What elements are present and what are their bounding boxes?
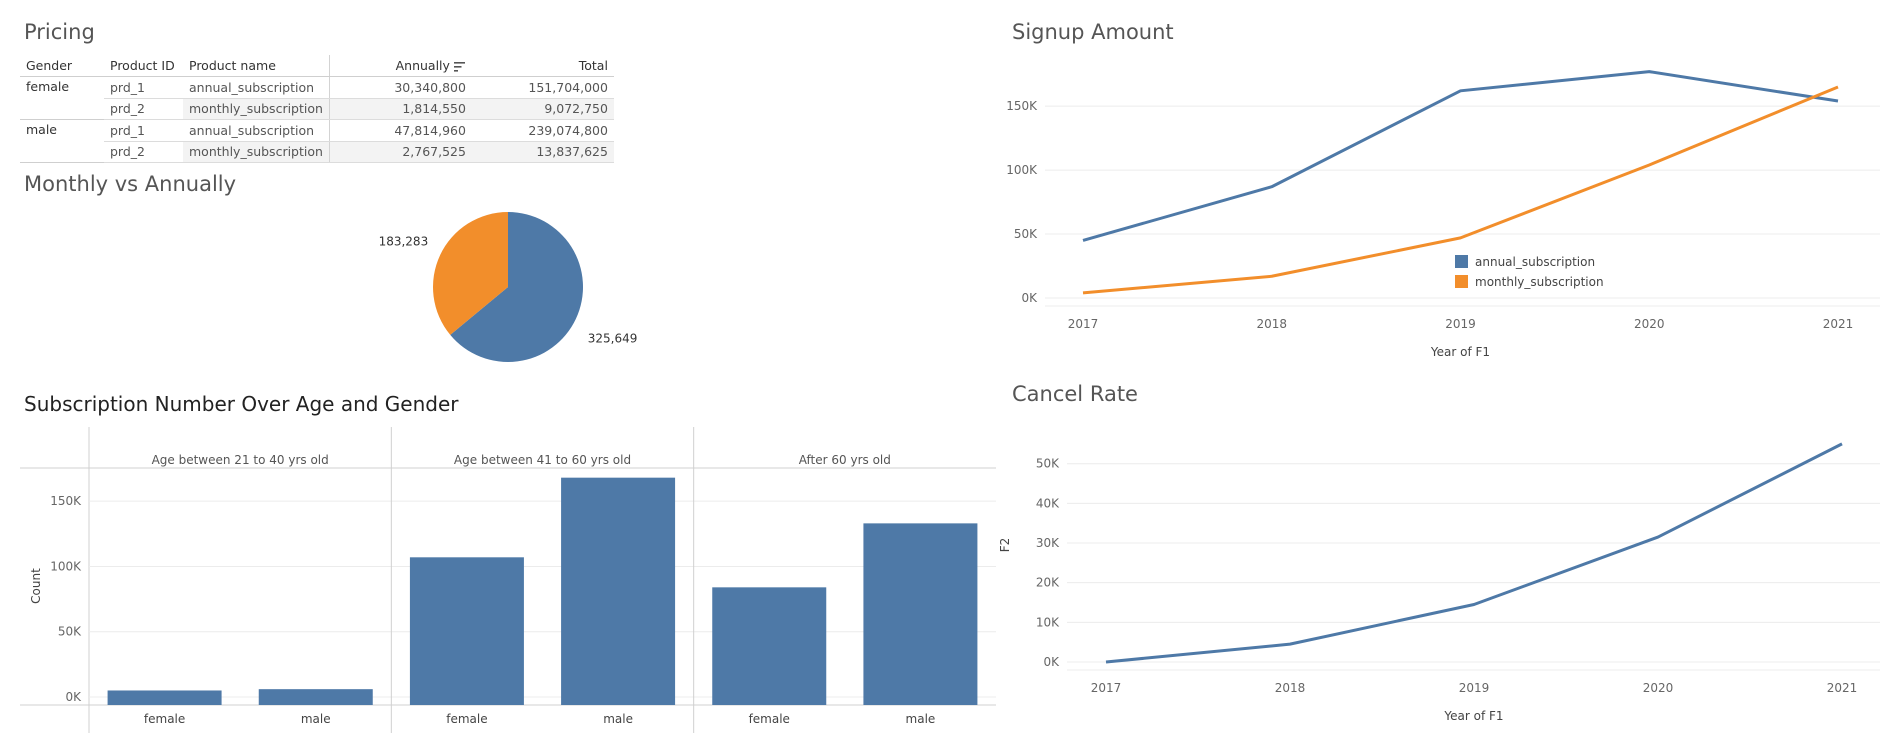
y-tick-label: 150K bbox=[1006, 99, 1038, 113]
product-id-cell: prd_1 bbox=[104, 76, 183, 99]
table-row: prd_2 monthly_subscription 2,767,525 13,… bbox=[20, 141, 614, 163]
header-product-id[interactable]: Product ID bbox=[104, 55, 183, 77]
pricing-title: Pricing bbox=[24, 20, 95, 44]
legend-swatch-1 bbox=[1455, 275, 1468, 288]
product-id-cell: prd_2 bbox=[104, 98, 183, 120]
gender-cell-empty bbox=[20, 98, 104, 120]
series-line-0 bbox=[1082, 70, 1839, 242]
x-tick-label: 2021 bbox=[1827, 681, 1858, 695]
product-name-cell: annual_subscription bbox=[183, 119, 330, 142]
legend-swatch-0 bbox=[1455, 255, 1468, 268]
y-tick-label: 100K bbox=[50, 559, 82, 573]
x-tick-label: 2019 bbox=[1445, 317, 1476, 331]
x-tick-label: 2018 bbox=[1275, 681, 1306, 695]
panel-label: After 60 yrs old bbox=[799, 453, 891, 467]
header-annually[interactable]: Annually bbox=[328, 55, 472, 77]
x-tick-label: 2017 bbox=[1068, 317, 1099, 331]
x-tick-label: 2017 bbox=[1091, 681, 1122, 695]
annually-cell: 30,340,800 bbox=[328, 76, 472, 99]
x-tick-label: 2020 bbox=[1634, 317, 1665, 331]
legend-label: monthly_subscription bbox=[1475, 275, 1604, 289]
x-tick-label: 2018 bbox=[1256, 317, 1287, 331]
pie-slice-1 bbox=[433, 212, 508, 335]
series-line-1 bbox=[1082, 85, 1839, 295]
sort-descending-icon[interactable] bbox=[453, 61, 466, 72]
product-name-cell: monthly_subscription bbox=[183, 98, 330, 120]
x-tick-label: 2021 bbox=[1823, 317, 1854, 331]
signup-chart-title: Signup Amount bbox=[1012, 20, 1174, 44]
x-tick-label: female bbox=[446, 712, 487, 726]
header-total[interactable]: Total bbox=[471, 55, 614, 77]
header-gender[interactable]: Gender bbox=[20, 55, 104, 77]
x-tick-label: female bbox=[144, 712, 185, 726]
y-tick-label: 0K bbox=[1021, 291, 1038, 305]
gender-cell: female bbox=[26, 79, 70, 94]
pie-slice-0 bbox=[450, 212, 584, 362]
total-cell: 9,072,750 bbox=[471, 98, 614, 120]
bar bbox=[712, 587, 827, 705]
bar bbox=[863, 523, 978, 705]
product-name-cell: annual_subscription bbox=[183, 76, 330, 99]
y-axis-label: F2 bbox=[998, 538, 1012, 553]
x-axis-label: Year of F1 bbox=[1443, 709, 1503, 723]
legend-label: annual_subscription bbox=[1475, 255, 1595, 269]
x-tick-label: 2020 bbox=[1643, 681, 1674, 695]
y-tick-label: 150K bbox=[50, 494, 82, 508]
cancel-chart-title: Cancel Rate bbox=[1012, 382, 1138, 406]
gender-cell: male bbox=[26, 122, 57, 137]
y-tick-label: 50K bbox=[1036, 457, 1060, 471]
y-tick-label: 10K bbox=[1036, 615, 1060, 629]
bar bbox=[561, 477, 676, 705]
y-tick-label: 0K bbox=[1043, 655, 1060, 669]
pie-data-label: 183,283 bbox=[379, 235, 429, 249]
y-tick-label: 50K bbox=[1014, 227, 1038, 241]
table-row: female prd_1 annual_subscription 30,340,… bbox=[20, 76, 614, 99]
x-tick-label: female bbox=[749, 712, 790, 726]
gender-cell-empty bbox=[20, 141, 104, 163]
annually-cell: 47,814,960 bbox=[328, 119, 472, 142]
x-tick-label: male bbox=[906, 712, 936, 726]
series-line-0 bbox=[1105, 442, 1843, 664]
panel-label: Age between 21 to 40 yrs old bbox=[152, 453, 329, 467]
product-name-cell: monthly_subscription bbox=[183, 141, 330, 163]
panel-label: Age between 41 to 60 yrs old bbox=[454, 453, 631, 467]
x-tick-label: male bbox=[603, 712, 633, 726]
y-tick-label: 0K bbox=[65, 690, 82, 704]
bar bbox=[409, 557, 524, 705]
pie-data-label: 325,649 bbox=[588, 331, 638, 345]
y-tick-label: 40K bbox=[1036, 496, 1060, 510]
bar bbox=[258, 689, 373, 705]
header-product-name[interactable]: Product name bbox=[183, 55, 330, 77]
y-axis-label: Count bbox=[29, 568, 43, 604]
x-tick-label: 2019 bbox=[1459, 681, 1490, 695]
annually-cell: 2,767,525 bbox=[328, 141, 472, 163]
table-row: prd_2 monthly_subscription 1,814,550 9,0… bbox=[20, 98, 614, 120]
x-axis-label: Year of F1 bbox=[1430, 345, 1490, 359]
y-tick-label: 30K bbox=[1036, 536, 1060, 550]
header-annually-label: Annually bbox=[395, 58, 450, 73]
pie-chart-title: Monthly vs Annually bbox=[24, 172, 237, 196]
pricing-header-row: Gender Product ID Product name Annually … bbox=[20, 55, 614, 77]
bar bbox=[107, 690, 222, 705]
y-tick-label: 50K bbox=[58, 625, 82, 639]
product-id-cell: prd_2 bbox=[104, 141, 183, 163]
total-cell: 151,704,000 bbox=[471, 76, 614, 99]
y-tick-label: 20K bbox=[1036, 576, 1060, 590]
x-tick-label: male bbox=[301, 712, 331, 726]
y-tick-label: 100K bbox=[1006, 163, 1038, 177]
annually-cell: 1,814,550 bbox=[328, 98, 472, 120]
pricing-table: Gender Product ID Product name Annually … bbox=[20, 55, 614, 163]
total-cell: 239,074,800 bbox=[471, 119, 614, 142]
total-cell: 13,837,625 bbox=[471, 141, 614, 163]
age-chart-title: Subscription Number Over Age and Gender bbox=[24, 392, 459, 416]
table-row: male prd_1 annual_subscription 47,814,96… bbox=[20, 119, 614, 142]
product-id-cell: prd_1 bbox=[104, 119, 183, 142]
